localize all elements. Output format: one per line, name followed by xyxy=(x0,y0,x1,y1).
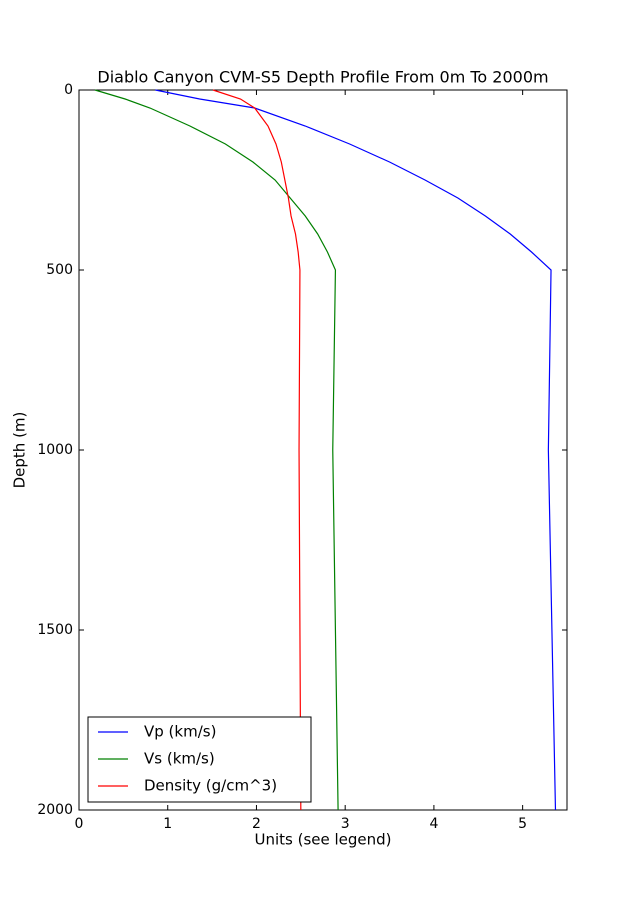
y-axis-label: Depth (m) xyxy=(11,412,29,489)
legend: Vp (km/s) Vs (km/s) Density (g/cm^3) xyxy=(87,716,312,803)
y-tick-label: 1000 xyxy=(37,442,73,458)
legend-label: Vs (km/s) xyxy=(144,750,215,768)
x-tick-label: 4 xyxy=(429,816,438,832)
series-line xyxy=(212,89,302,811)
legend-label: Vp (km/s) xyxy=(144,723,216,741)
plot-area xyxy=(78,89,568,811)
legend-label: Density (g/cm^3) xyxy=(144,777,277,795)
x-tick-label: 0 xyxy=(75,816,84,832)
x-tick-label: 5 xyxy=(518,816,527,832)
x-axis-label: Units (see legend) xyxy=(254,831,391,849)
chart-title: Diablo Canyon CVM-S5 Depth Profile From … xyxy=(97,68,548,87)
y-tick-label: 500 xyxy=(46,262,73,278)
y-tick-label: 0 xyxy=(64,82,73,98)
x-tick-label: 3 xyxy=(341,816,350,832)
series-line xyxy=(155,89,557,811)
y-tick-label: 2000 xyxy=(37,802,73,818)
series-line xyxy=(94,89,339,811)
y-tick-label: 1500 xyxy=(37,622,73,638)
x-tick-label: 1 xyxy=(163,816,172,832)
x-tick-label: 2 xyxy=(252,816,261,832)
